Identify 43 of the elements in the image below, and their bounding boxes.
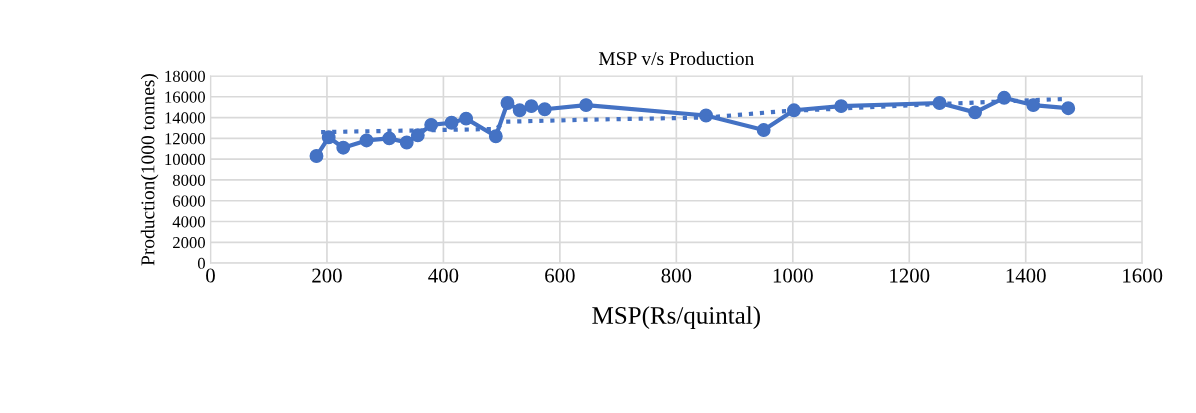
point (1026, 98, 1041, 113)
point (410, 128, 425, 143)
y-tick-label: 8000 (172, 174, 205, 186)
point (382, 131, 397, 146)
y-tick-label: 12000 (165, 133, 205, 145)
point (488, 129, 503, 144)
point (309, 149, 324, 163)
point (424, 117, 439, 132)
y-tick-label: 0 (197, 257, 205, 270)
y-tick-label: 18000 (165, 70, 205, 82)
point (834, 99, 849, 114)
x-tick-label: 800 (661, 268, 692, 283)
x-tick-label: 600 (545, 268, 575, 283)
y-tick-label: 14000 (165, 112, 205, 124)
point (968, 105, 983, 120)
x-tick-label: 1600 (1123, 268, 1163, 283)
x-tick-label: 200 (312, 268, 342, 283)
point (524, 99, 539, 114)
x-axis-title: MSP(Rs/quintal) (592, 306, 760, 329)
point (1061, 101, 1076, 116)
y-tick-label: 2000 (173, 236, 205, 249)
point (512, 103, 527, 118)
point (579, 98, 594, 113)
point (756, 123, 771, 137)
x-tick-label: 1200 (890, 268, 930, 283)
point (537, 102, 552, 117)
point (459, 111, 474, 126)
point (321, 130, 336, 145)
chart-title: MSP v/s Production (598, 51, 755, 66)
x-tick-label: 0 (206, 268, 215, 283)
y-tick-label: 10000 (165, 153, 205, 166)
x-tick-label: 1400 (1006, 268, 1046, 283)
point (444, 115, 459, 130)
point (336, 140, 351, 155)
y-tick-label: 6000 (173, 195, 205, 207)
x-tick-label: 400 (428, 268, 459, 283)
x-tick-label: 1000 (773, 268, 813, 283)
y-axis-title: Production(1000 tonnes) (140, 73, 159, 266)
point (399, 135, 414, 150)
y-tick-label: 4000 (172, 216, 205, 228)
point (500, 96, 515, 110)
y-tick-label: 16000 (165, 91, 205, 103)
point (359, 133, 374, 148)
